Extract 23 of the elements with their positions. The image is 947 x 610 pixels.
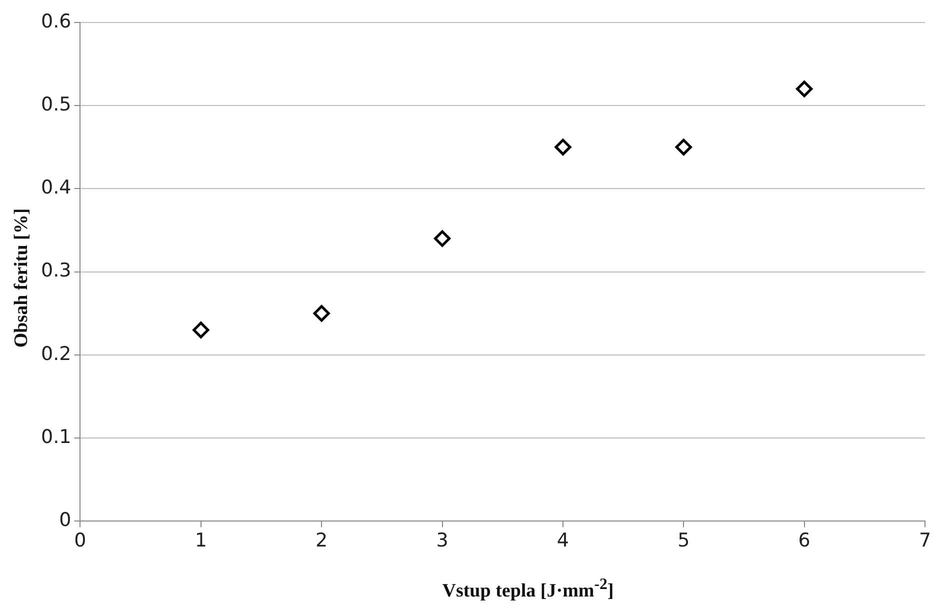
y-tick-label: 0.2	[41, 342, 72, 365]
point	[313, 305, 330, 322]
x-tick-label: 0	[74, 530, 86, 552]
y-tick-label: 0.5	[41, 93, 72, 116]
x-tick-label: 3	[436, 530, 448, 552]
x-tick-label: 6	[798, 530, 810, 552]
point	[675, 138, 692, 156]
x-tick-label: 7	[918, 530, 932, 552]
y-tick-label: 0	[59, 509, 72, 532]
point	[796, 80, 813, 98]
x-tick-label: 4	[556, 530, 569, 552]
y-tick-label: 0.4	[41, 176, 72, 199]
y-tick-label: 0.6	[41, 10, 72, 32]
y-axis-title: Obsah feritu [%]	[11, 208, 33, 348]
x-tick-label: 2	[316, 530, 328, 552]
point	[192, 322, 210, 338]
x-tick-label: 5	[678, 530, 690, 552]
y-tick-label: 0.1	[41, 426, 72, 448]
y-tick-label: 0.3	[41, 260, 72, 282]
point	[434, 230, 451, 247]
x-tick-label: 1	[194, 530, 207, 552]
x-axis-title: Vstup tepla [J·mm$^{-2}$]	[442, 576, 614, 602]
point	[554, 138, 572, 156]
